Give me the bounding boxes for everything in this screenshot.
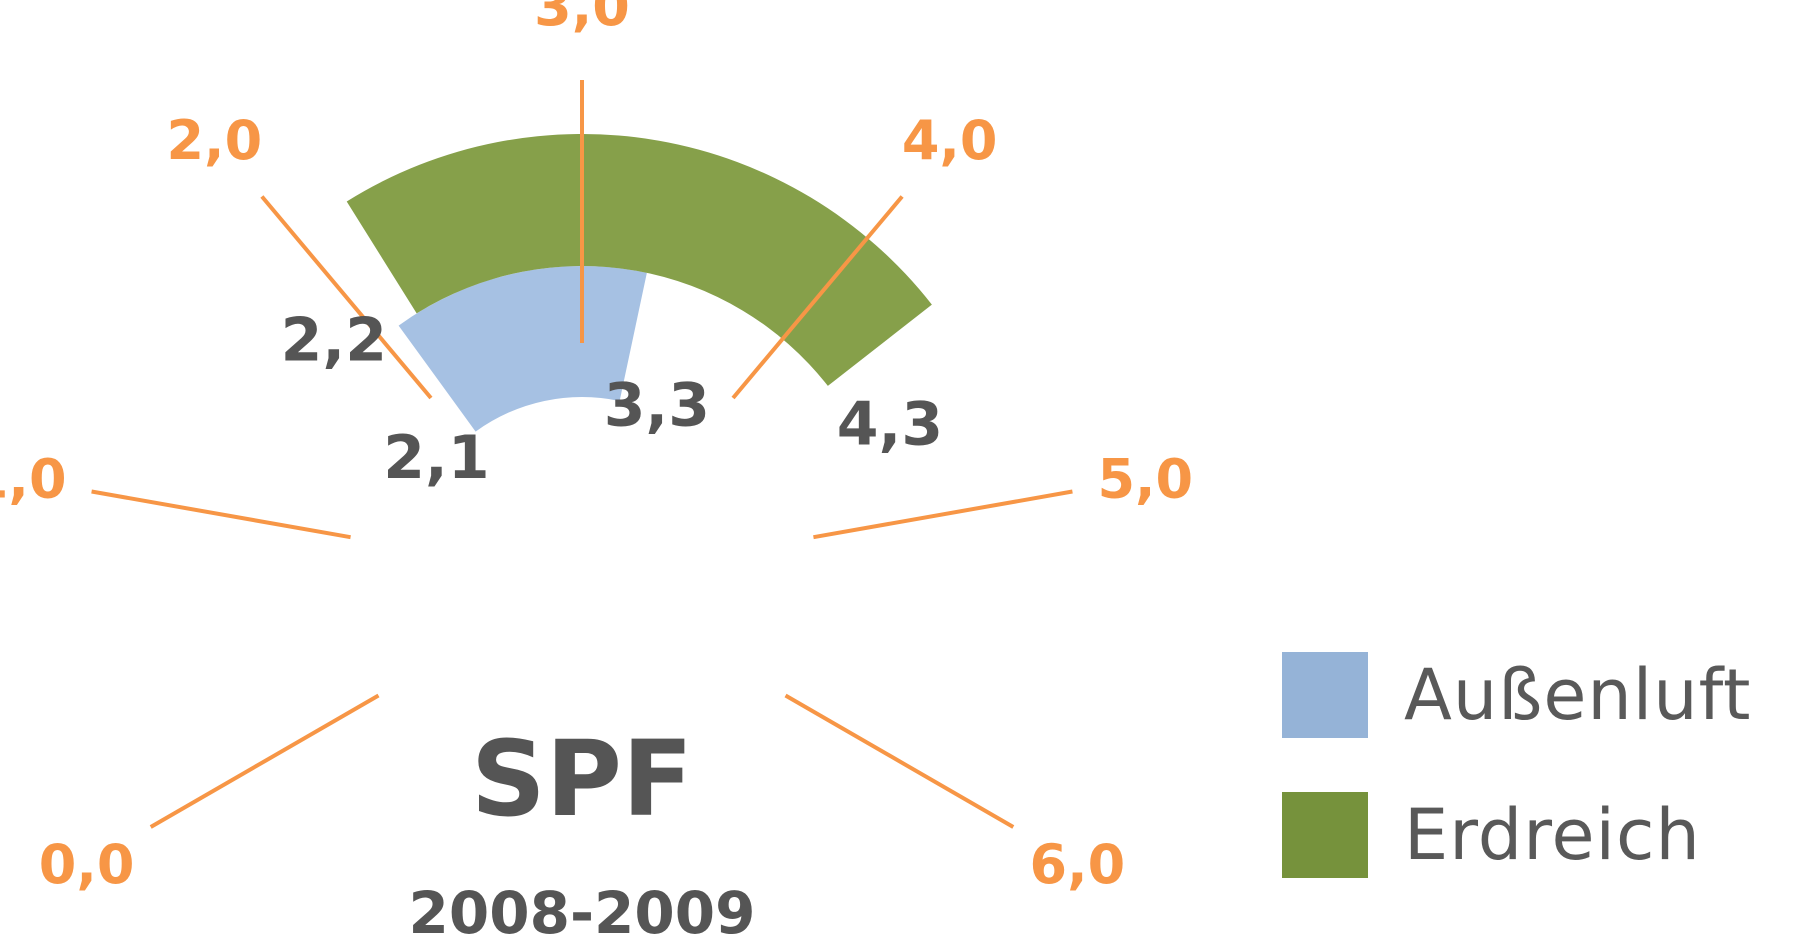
legend-item-erdreich: Erdreich [1282,790,1751,880]
tick-line [260,195,433,400]
band-erdreich [346,133,932,386]
legend-swatch-erdreich [1282,792,1368,878]
chart-subtitle: 2008-2009 [409,879,756,941]
tick-line [149,693,380,829]
legend-label-aussenluft: Außenluft [1404,654,1752,736]
legend-item-aussenluft: Außenluft [1282,650,1751,740]
value-label-erdreich-max: 4,3 [837,389,943,459]
tick-line [731,195,904,400]
tick-line [813,489,1073,540]
tick-label: 5,0 [1097,448,1193,511]
tick-label: 6,0 [1030,833,1126,896]
legend: Außenluft Erdreich [1282,650,1751,930]
value-label-erdreich-min: 2,2 [281,305,387,375]
value-label-aussenluft-max: 3,3 [604,370,710,440]
tick-label: 1,0 [0,448,67,511]
legend-label-erdreich: Erdreich [1404,794,1701,876]
gauge-labels: 0,0 1,0 2,0 3,0 4,0 5,0 6,0 2,1 3,3 2,2 4,3 [0,0,1193,896]
chart-title: SPF [471,718,693,840]
tick-line [91,489,351,540]
tick-label: 4,0 [902,109,998,172]
gauge-bands [346,133,932,432]
tick-label: 3,0 [534,0,630,38]
tick-label: 0,0 [39,833,135,896]
gauge-ticks [91,80,1073,829]
tick-line [784,693,1015,829]
tick-label: 2,0 [166,109,262,172]
legend-swatch-aussenluft [1282,652,1368,738]
band-aussenluft [398,266,647,432]
value-label-aussenluft-min: 2,1 [383,423,489,493]
